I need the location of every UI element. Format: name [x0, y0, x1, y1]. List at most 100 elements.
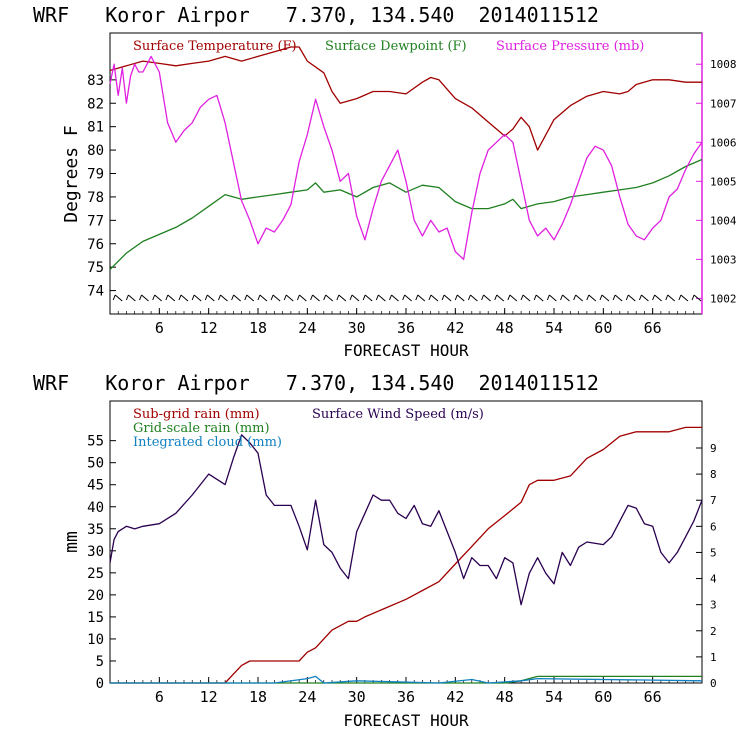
x-tick-label: 54 — [545, 319, 563, 337]
right-tick-label: 1006 — [710, 136, 737, 149]
x-tick-label: 24 — [298, 319, 316, 337]
wind-barb-flag — [375, 294, 379, 301]
wind-barb-flag — [494, 294, 498, 301]
wind-barb-flag — [665, 294, 669, 301]
y-tick-label: 82 — [87, 96, 104, 112]
y-axis-ticks: 74 75 76 77 78 79 80 81 82 83 — [87, 73, 116, 300]
wind-barb — [443, 294, 452, 302]
series-line-surface-wind-speed-m-s — [109, 434, 703, 606]
chart-title: WRF Koror Airpor 7.370, 134.540 20140115… — [33, 3, 599, 27]
y-tick-label: 45 — [87, 478, 104, 494]
x-tick-label: 30 — [348, 319, 366, 337]
y-tick-label: 15 — [87, 610, 104, 626]
y-tick-label: 80 — [87, 143, 104, 159]
x-axis-ticks: 6 12 18 24 30 36 42 48 54 60 66 — [117, 677, 695, 706]
right-tick-label: 1002 — [710, 292, 737, 305]
y-tick-label: 78 — [87, 190, 104, 206]
series-lines — [109, 46, 703, 270]
wind-barb-flag — [310, 294, 314, 301]
wind-barb — [391, 294, 399, 302]
wind-barb — [641, 294, 649, 302]
y-axis-label: mm — [61, 531, 82, 553]
wind-barb-flag — [191, 294, 195, 301]
wind-barb-flag — [165, 294, 169, 301]
wind-barb-flag — [573, 294, 577, 301]
wind-barb — [141, 294, 149, 302]
wind-barb — [627, 294, 636, 302]
wind-barb-flag — [467, 294, 471, 301]
y-tick-label: 81 — [87, 120, 104, 136]
wind-barb-flag — [441, 294, 445, 301]
series-lines — [109, 426, 703, 684]
wind-barb-flag — [349, 294, 353, 301]
y-tick-label: 40 — [87, 500, 104, 516]
wind-barb-flag — [178, 294, 182, 301]
x-tick-label: 6 — [155, 319, 164, 337]
x-tick-label: 42 — [446, 319, 464, 337]
wind-barb-flag — [152, 294, 156, 301]
wind-barb — [272, 294, 281, 302]
x-tick-label: 12 — [200, 688, 218, 706]
y-tick-label: 30 — [87, 544, 104, 560]
x-tick-label: 66 — [644, 319, 662, 337]
y-tick-label: 74 — [87, 284, 104, 300]
wind-barb — [285, 294, 294, 302]
right-tick-label: 1008 — [710, 58, 737, 71]
wind-barb — [338, 294, 347, 302]
wind-barb-flag — [283, 294, 287, 301]
wind-barb-flag — [546, 294, 550, 301]
x-tick-label: 66 — [644, 688, 662, 706]
wind-barb — [693, 294, 702, 302]
wind-barb — [220, 294, 228, 302]
wind-barb-flag — [139, 294, 142, 301]
wind-barb — [562, 294, 570, 302]
x-tick-label: 6 — [155, 688, 164, 706]
x-tick-label: 54 — [545, 688, 563, 706]
wind-barb-flag — [481, 294, 485, 301]
wind-barb — [588, 294, 597, 302]
x-tick-label: 18 — [249, 319, 267, 337]
wind-barb — [417, 294, 426, 302]
wind-barb — [193, 294, 202, 302]
y-axis-label: Degrees F — [61, 125, 82, 223]
wind-barb — [430, 294, 439, 302]
y-tick-label: 0 — [96, 676, 104, 692]
series-line-integrated-cloud-mm — [110, 675, 703, 684]
wind-barb — [364, 294, 373, 302]
wind-barb-flag — [678, 294, 682, 301]
wind-barb-flag — [402, 294, 406, 301]
wind-barb — [259, 294, 268, 302]
x-tick-label: 60 — [594, 319, 612, 337]
x-axis-label: FORECAST HOUR — [343, 341, 469, 360]
y-tick-label: 10 — [87, 632, 104, 648]
legend-sub-grid-rain: Sub-grid rain (mm) — [133, 407, 260, 422]
legend-grid-scale-rain: Grid-scale rain (mm) — [133, 421, 270, 436]
wind-barb — [167, 294, 176, 302]
right-tick-label: 8 — [710, 468, 717, 481]
series-line-surface-dewpoint-f — [109, 158, 703, 270]
right-tick-label: 1003 — [710, 253, 737, 266]
series-line-surface-temperature-f — [109, 46, 702, 151]
y-tick-label: 83 — [87, 73, 104, 89]
x-axis-ticks: 6 12 18 24 30 36 42 48 54 60 66 — [117, 308, 695, 337]
wind-barb-flag — [586, 294, 590, 301]
wind-barb — [114, 294, 123, 302]
wind-barb-flag — [112, 294, 116, 301]
wind-barb-flag — [638, 294, 642, 301]
wind-barb — [654, 294, 662, 302]
y-axis-ticks: 0 5 10 15 20 25 30 35 40 45 50 55 — [87, 434, 116, 692]
wind-barb — [233, 294, 241, 302]
right-tick-label: 1 — [710, 651, 717, 664]
right-tick-label: 6 — [710, 520, 717, 533]
right-tick-label: 9 — [710, 442, 717, 455]
wind-barb-flag — [520, 294, 524, 301]
wind-barb-flag — [125, 294, 129, 301]
wind-barb-flag — [244, 294, 248, 301]
wind-barb-flag — [362, 294, 366, 301]
wind-barb-flag — [599, 294, 603, 301]
wind-barb — [614, 294, 623, 302]
x-tick-label: 36 — [397, 688, 415, 706]
wind-barb — [206, 294, 215, 302]
wind-barb-flag — [428, 294, 432, 301]
